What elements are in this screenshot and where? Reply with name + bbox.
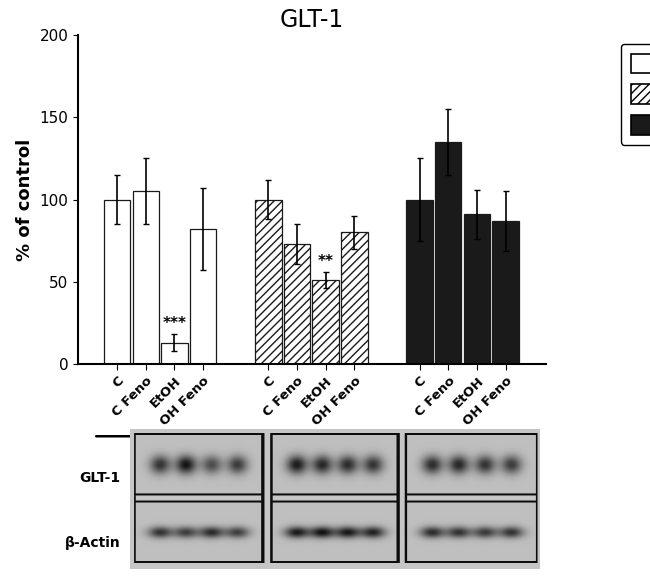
Bar xyxy=(284,244,310,364)
Legend: PFC, HC, HT: PFC, HC, HT xyxy=(621,43,650,144)
Bar xyxy=(435,142,462,364)
Bar xyxy=(341,232,367,364)
Text: Treatment: Treatment xyxy=(227,466,341,485)
Title: GLT-1: GLT-1 xyxy=(280,8,344,32)
Bar xyxy=(133,191,159,364)
Bar xyxy=(463,214,490,364)
Bar xyxy=(161,343,188,364)
Bar xyxy=(313,280,339,364)
Text: β-Actin: β-Actin xyxy=(64,536,120,550)
Text: ***: *** xyxy=(162,316,187,331)
Text: **: ** xyxy=(318,254,333,269)
Bar xyxy=(104,200,130,364)
Text: GLT-1: GLT-1 xyxy=(79,471,120,485)
Y-axis label: % of control: % of control xyxy=(16,139,34,261)
Bar xyxy=(406,200,433,364)
Bar xyxy=(255,200,281,364)
Bar xyxy=(493,221,519,364)
Bar xyxy=(190,229,216,364)
